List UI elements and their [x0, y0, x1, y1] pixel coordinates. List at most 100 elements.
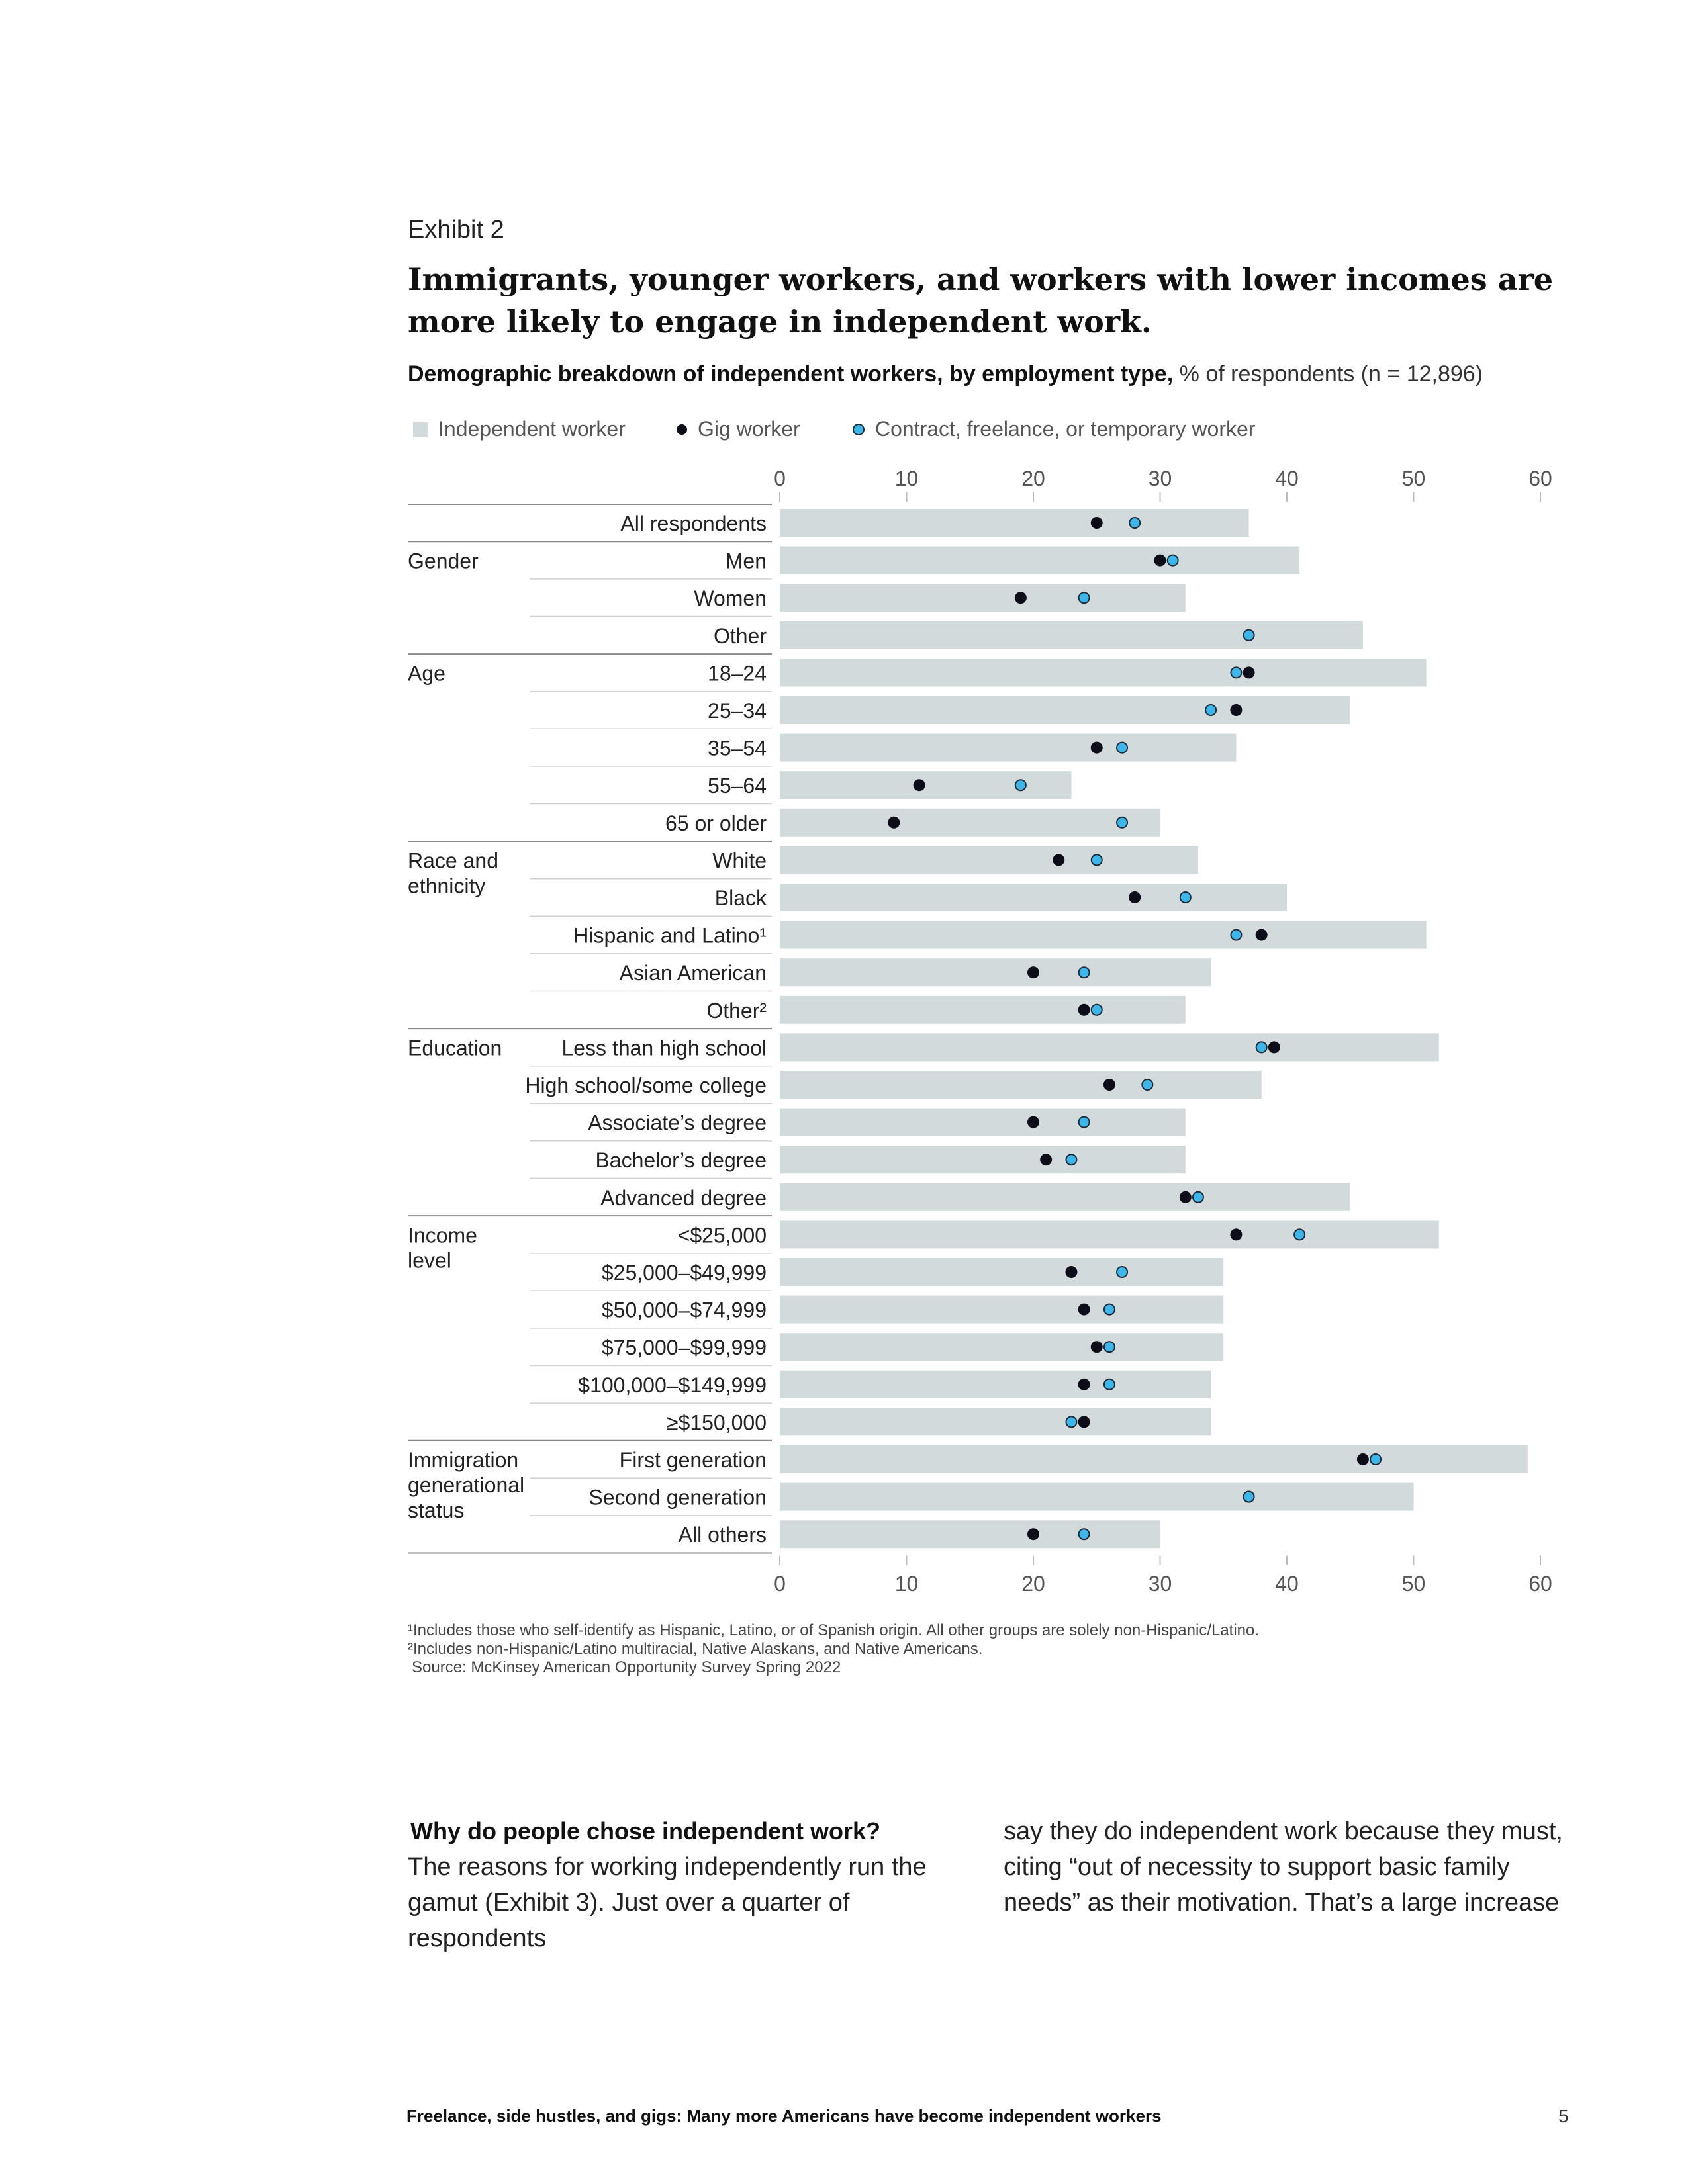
- gig-dot: [1078, 1303, 1090, 1316]
- row-label: $100,000–$149,999: [578, 1373, 767, 1397]
- contract-dot: [1078, 966, 1090, 979]
- independent-bar: [780, 995, 1186, 1024]
- group-label-line: status: [408, 1498, 464, 1522]
- contract-dot: [1116, 816, 1129, 829]
- gig-dot: [1014, 592, 1027, 604]
- row-label: ≥$150,000: [667, 1410, 767, 1434]
- group-label-line: Age: [408, 661, 445, 685]
- row-label: High school/some college: [525, 1073, 767, 1097]
- independent-bar: [780, 1033, 1439, 1062]
- contract-dot: [1078, 592, 1090, 604]
- gig-dot: [1027, 966, 1039, 979]
- group-label: Race and ethnicity: [408, 848, 498, 897]
- row-label: Less than high school: [561, 1036, 767, 1060]
- gig-dot: [1078, 1003, 1090, 1016]
- gig-dot: [1268, 1041, 1280, 1054]
- group-label-line: Education: [408, 1036, 502, 1060]
- group-label-line: Race and: [408, 848, 498, 872]
- x-tick-label-top: 30: [1149, 467, 1172, 490]
- row-label: $25,000–$49,999: [602, 1261, 767, 1285]
- independent-bar: [780, 1183, 1350, 1211]
- x-tick-label-top: 60: [1528, 467, 1552, 490]
- independent-bar: [780, 921, 1427, 949]
- row-label: Other²: [706, 999, 767, 1023]
- independent-bar: [780, 509, 1249, 537]
- row-label: First generation: [620, 1448, 767, 1472]
- contract-dot: [1230, 666, 1243, 679]
- contract-dot: [1192, 1191, 1204, 1203]
- row-label: White: [712, 848, 767, 872]
- footnote-1: ¹Includes those who self-identify as His…: [408, 1621, 1260, 1639]
- group-label: Age: [408, 661, 445, 685]
- contract-dot: [1370, 1453, 1382, 1465]
- row-label: Asian American: [620, 961, 767, 985]
- independent-bar: [780, 621, 1363, 649]
- group-label-line: generational: [408, 1473, 524, 1497]
- subtitle-bold: Demographic breakdown of independent wor…: [408, 361, 1174, 387]
- gig-dot: [1103, 1079, 1115, 1091]
- contract-dot: [1014, 779, 1027, 792]
- x-tick-label-bottom: 50: [1402, 1572, 1426, 1596]
- independent-bar: [780, 1408, 1211, 1436]
- contract-dot: [1078, 1116, 1090, 1128]
- gig-dot: [1356, 1453, 1369, 1465]
- exhibit-label: Exhibit 2: [408, 216, 504, 244]
- contract-dot: [1243, 629, 1255, 641]
- legend-square-icon: [413, 422, 428, 437]
- independent-bar: [780, 1333, 1224, 1361]
- legend-contract: Contract, freelance, or temporary worker: [853, 417, 1255, 441]
- gig-dot: [1090, 517, 1103, 529]
- gig-dot: [1053, 854, 1065, 866]
- contract-dot: [1103, 1341, 1115, 1353]
- x-tick-label-top: 20: [1021, 467, 1045, 490]
- contract-dot: [1103, 1378, 1115, 1390]
- group-label: Education: [408, 1036, 502, 1060]
- row-label: Women: [694, 586, 767, 610]
- independent-bar: [780, 1071, 1262, 1099]
- group-label: Income level: [408, 1223, 477, 1272]
- contract-dot: [1205, 704, 1217, 716]
- independent-bar: [780, 1445, 1528, 1473]
- independent-bar: [780, 1258, 1224, 1286]
- row-label: 18–24: [708, 661, 767, 685]
- x-tick-label-top: 40: [1275, 467, 1299, 490]
- gig-dot: [1027, 1116, 1039, 1128]
- contract-dot: [1116, 1266, 1129, 1278]
- legend-dot-icon: [677, 424, 687, 435]
- gig-dot: [1078, 1378, 1090, 1390]
- gig-dot: [1027, 1528, 1039, 1541]
- contract-dot: [1065, 1416, 1078, 1428]
- row-label: All respondents: [620, 512, 767, 535]
- headline: Immigrants, younger workers, and workers…: [408, 261, 1554, 340]
- gig-dot: [1230, 704, 1243, 716]
- independent-bar: [780, 733, 1237, 762]
- chart-subtitle: Demographic breakdown of independent wor…: [408, 361, 1483, 387]
- row-label: Second generation: [588, 1486, 767, 1510]
- contract-dot: [1090, 1003, 1103, 1016]
- row-label: $75,000–$99,999: [602, 1336, 767, 1359]
- row-label: 35–54: [708, 737, 767, 760]
- x-tick-label-bottom: 60: [1528, 1572, 1552, 1596]
- row-label: Other: [714, 624, 767, 648]
- independent-bar: [780, 1482, 1414, 1511]
- independent-bar: [780, 1108, 1186, 1136]
- gig-dot: [1230, 1228, 1243, 1241]
- gig-dot: [1243, 666, 1255, 679]
- legend-contract-label: Contract, freelance, or temporary worker: [875, 417, 1256, 441]
- gig-dot: [1154, 554, 1166, 567]
- independent-bar: [780, 1520, 1160, 1549]
- contract-dot: [1129, 517, 1141, 529]
- legend-independent-label: Independent worker: [438, 417, 626, 441]
- footnote-2: ²Includes non-Hispanic/Latino multiracia…: [408, 1640, 983, 1658]
- independent-bar: [780, 771, 1072, 799]
- independent-bar: [780, 808, 1160, 837]
- row-label: <$25,000: [678, 1223, 767, 1247]
- independent-bar: [780, 958, 1211, 987]
- independent-bar: [780, 696, 1350, 724]
- source-note: Source: McKinsey American Opportunity Su…: [412, 1659, 841, 1676]
- footer-title: Freelance, side hustles, and gigs: Many …: [406, 2106, 1162, 2126]
- legend-gig: Gig worker: [677, 417, 800, 441]
- gig-dot: [1040, 1154, 1053, 1166]
- gig-dot: [1090, 1341, 1103, 1353]
- group-label-line: level: [408, 1248, 451, 1272]
